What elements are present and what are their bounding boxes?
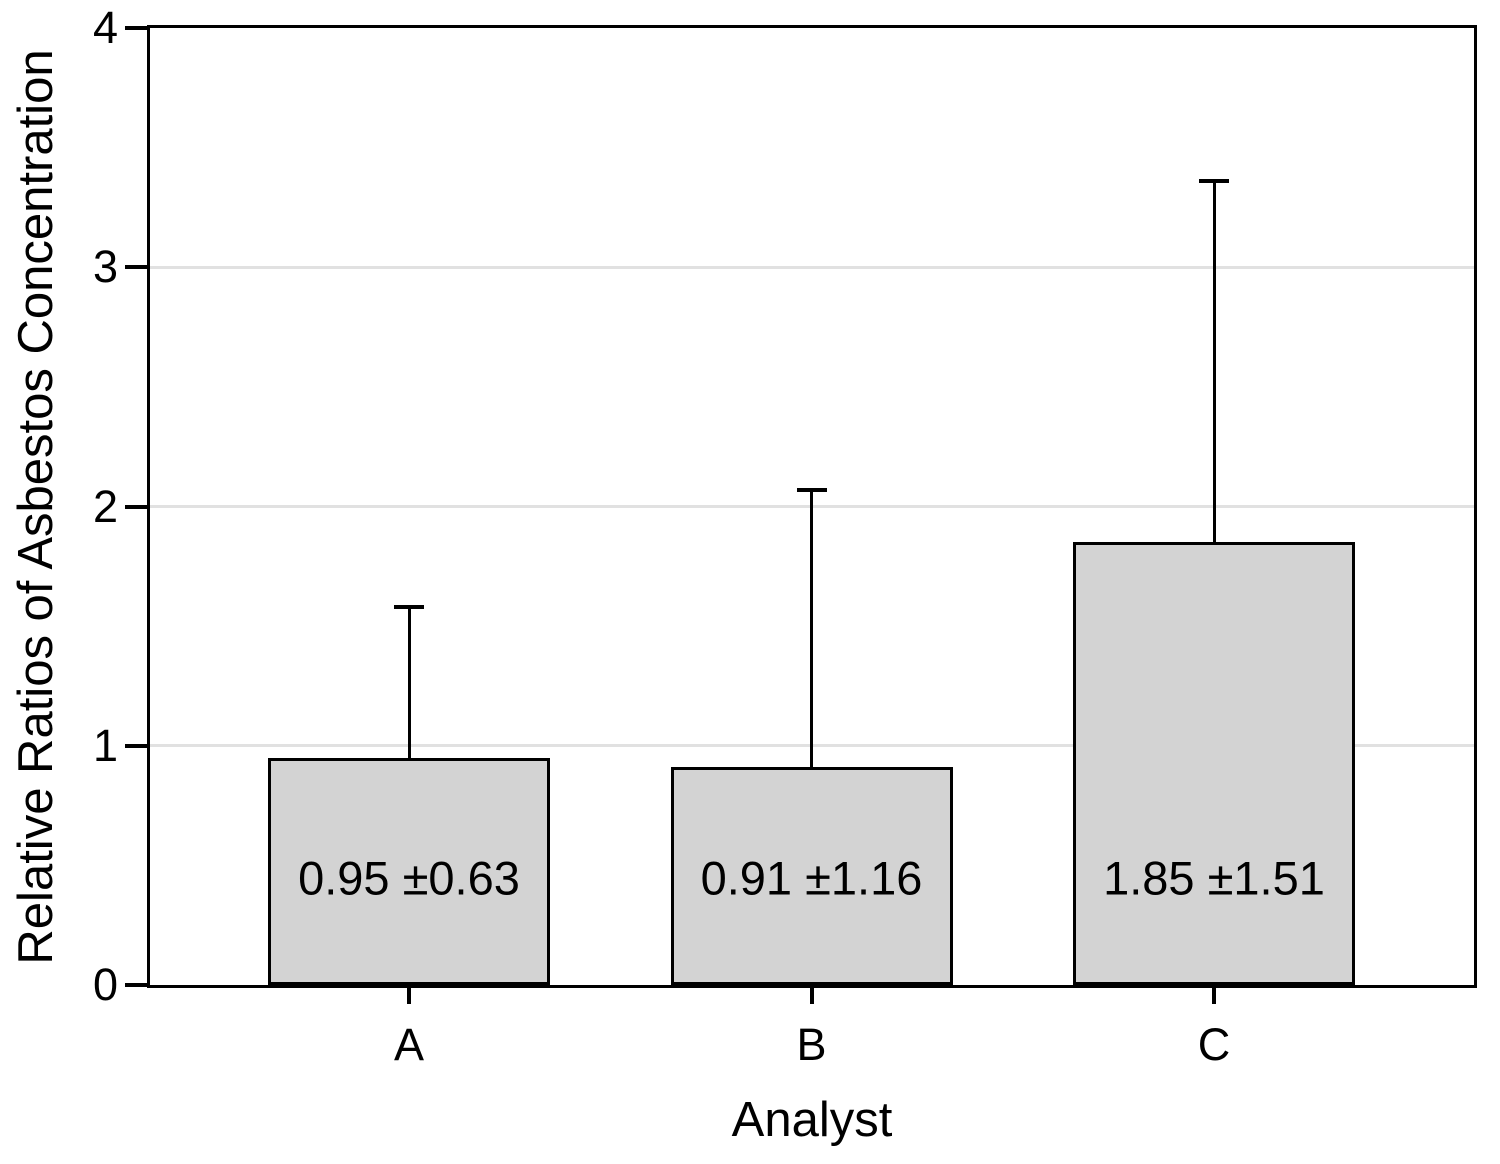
x-tick-B — [809, 988, 814, 1004]
y-tick-3 — [125, 265, 147, 270]
x-axis-title: Analyst — [731, 1093, 893, 1147]
y-tick-4 — [125, 26, 147, 30]
error-bar-cap-A — [394, 604, 424, 609]
y-tick-2 — [125, 504, 147, 509]
bar-A — [268, 757, 550, 985]
plot-area: 0.95 ±0.63 0.91 ±1.16 1.85 ±1.51 — [147, 25, 1477, 988]
x-tick-label-A: A — [393, 1019, 424, 1070]
y-tick-label-4: 4 — [92, 2, 118, 53]
bar-C — [1073, 542, 1355, 985]
error-bar-line-C — [1212, 181, 1216, 543]
bar-value-label-A: 0.95 ±0.63 — [298, 851, 520, 905]
x-tick-C — [1212, 988, 1216, 1004]
y-tick-label-1: 1 — [92, 719, 118, 771]
error-bar-line-B — [810, 489, 813, 768]
x-tick-label-C: C — [1197, 1019, 1231, 1070]
y-tick-label-3: 3 — [92, 241, 118, 293]
error-bar-cap-C — [1199, 179, 1229, 184]
bar-value-label-B: 0.91 ±1.16 — [700, 851, 923, 905]
x-tick-A — [407, 988, 411, 1004]
x-tick-label-B: B — [796, 1019, 827, 1070]
y-tick-0 — [125, 983, 147, 987]
error-bar-line-A — [407, 606, 411, 758]
bar-value-label-C: 1.85 ±1.51 — [1103, 851, 1325, 905]
y-tick-label-2: 2 — [92, 480, 118, 532]
y-tick-1 — [125, 743, 147, 748]
bar-B — [670, 767, 953, 985]
error-bar-cap-B — [796, 487, 827, 492]
y-tick-label-0: 0 — [92, 959, 118, 1010]
gridline-3 — [150, 265, 1474, 269]
